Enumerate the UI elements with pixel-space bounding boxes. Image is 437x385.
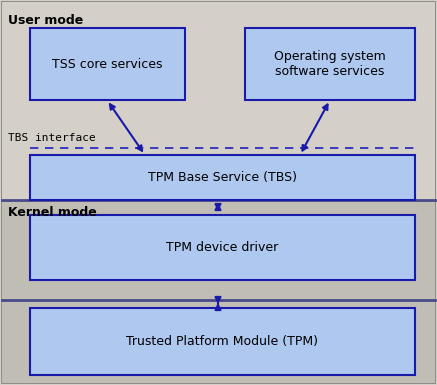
Text: TPM device driver: TPM device driver [166, 241, 279, 254]
Bar [30, 155, 415, 200]
Text: Operating system
software services: Operating system software services [274, 50, 386, 78]
Bar [30, 28, 185, 100]
Bar [2, 200, 435, 383]
Text: TSS core services: TSS core services [52, 57, 163, 70]
Text: TPM Base Service (TBS): TPM Base Service (TBS) [148, 171, 297, 184]
Bar [245, 28, 415, 100]
Bar [30, 215, 415, 280]
Bar [30, 308, 415, 375]
Text: Kernel mode: Kernel mode [8, 206, 97, 219]
Text: Trusted Platform Module (TPM): Trusted Platform Module (TPM) [126, 335, 319, 348]
Bar [2, 2, 435, 200]
Text: User mode: User mode [8, 14, 83, 27]
Text: TBS interface: TBS interface [8, 133, 96, 143]
